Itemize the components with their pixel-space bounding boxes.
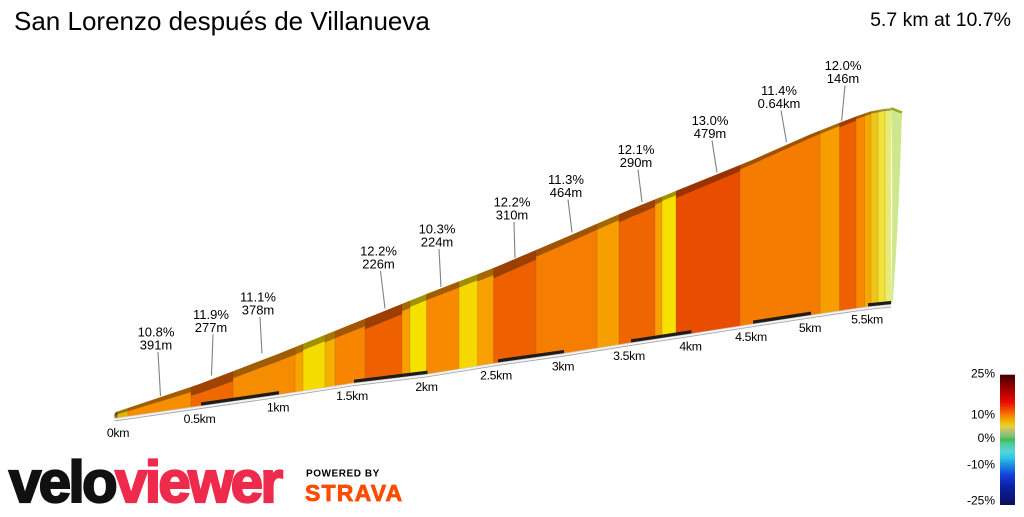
svg-text:10.8%: 10.8% bbox=[138, 325, 175, 340]
svg-text:1.5km: 1.5km bbox=[336, 389, 368, 403]
svg-text:0%: 0% bbox=[978, 431, 996, 445]
svg-text:STRAVA: STRAVA bbox=[305, 480, 403, 506]
svg-text:4.5km: 4.5km bbox=[735, 330, 767, 344]
svg-text:310m: 310m bbox=[496, 208, 529, 223]
svg-text:277m: 277m bbox=[195, 320, 228, 335]
svg-text:POWERED BY: POWERED BY bbox=[306, 469, 380, 480]
svg-text:11.9%: 11.9% bbox=[193, 307, 229, 322]
svg-text:146m: 146m bbox=[827, 71, 860, 86]
svg-text:4km: 4km bbox=[679, 340, 701, 354]
svg-text:290m: 290m bbox=[620, 155, 653, 170]
svg-text:2.5km: 2.5km bbox=[480, 369, 512, 383]
svg-text:11.3%: 11.3% bbox=[548, 172, 584, 187]
svg-text:San Lorenzo después de Villanu: San Lorenzo después de Villanueva bbox=[14, 6, 430, 36]
svg-text:391m: 391m bbox=[140, 338, 173, 353]
svg-text:12.2%: 12.2% bbox=[494, 195, 531, 210]
svg-text:0km: 0km bbox=[107, 426, 129, 440]
svg-text:11.4%: 11.4% bbox=[761, 83, 797, 98]
svg-text:0.64km: 0.64km bbox=[758, 96, 801, 111]
svg-text:5.5km: 5.5km bbox=[851, 313, 883, 327]
svg-text:-10%: -10% bbox=[967, 458, 995, 472]
svg-text:11.1%: 11.1% bbox=[240, 290, 276, 305]
svg-text:-25%: -25% bbox=[967, 494, 995, 508]
svg-text:3km: 3km bbox=[552, 359, 574, 373]
svg-text:479m: 479m bbox=[694, 126, 727, 141]
svg-text:10%: 10% bbox=[971, 408, 995, 422]
svg-text:5km: 5km bbox=[799, 321, 821, 335]
svg-text:464m: 464m bbox=[550, 185, 583, 200]
svg-text:226m: 226m bbox=[362, 257, 395, 272]
svg-text:5.7 km at 10.7%: 5.7 km at 10.7% bbox=[870, 9, 1011, 31]
svg-text:12.1%: 12.1% bbox=[618, 142, 655, 157]
svg-text:2km: 2km bbox=[415, 380, 437, 394]
svg-text:0.5km: 0.5km bbox=[184, 412, 216, 426]
svg-text:3.5km: 3.5km bbox=[613, 349, 645, 363]
svg-text:veloviewer: veloviewer bbox=[9, 450, 283, 512]
svg-text:12.0%: 12.0% bbox=[825, 58, 862, 73]
svg-text:1km: 1km bbox=[267, 401, 289, 415]
svg-text:10.3%: 10.3% bbox=[419, 222, 456, 237]
svg-text:13.0%: 13.0% bbox=[692, 113, 729, 128]
svg-text:25%: 25% bbox=[971, 367, 995, 381]
svg-text:12.2%: 12.2% bbox=[360, 244, 397, 259]
svg-text:224m: 224m bbox=[421, 235, 454, 250]
svg-text:378m: 378m bbox=[242, 303, 275, 318]
